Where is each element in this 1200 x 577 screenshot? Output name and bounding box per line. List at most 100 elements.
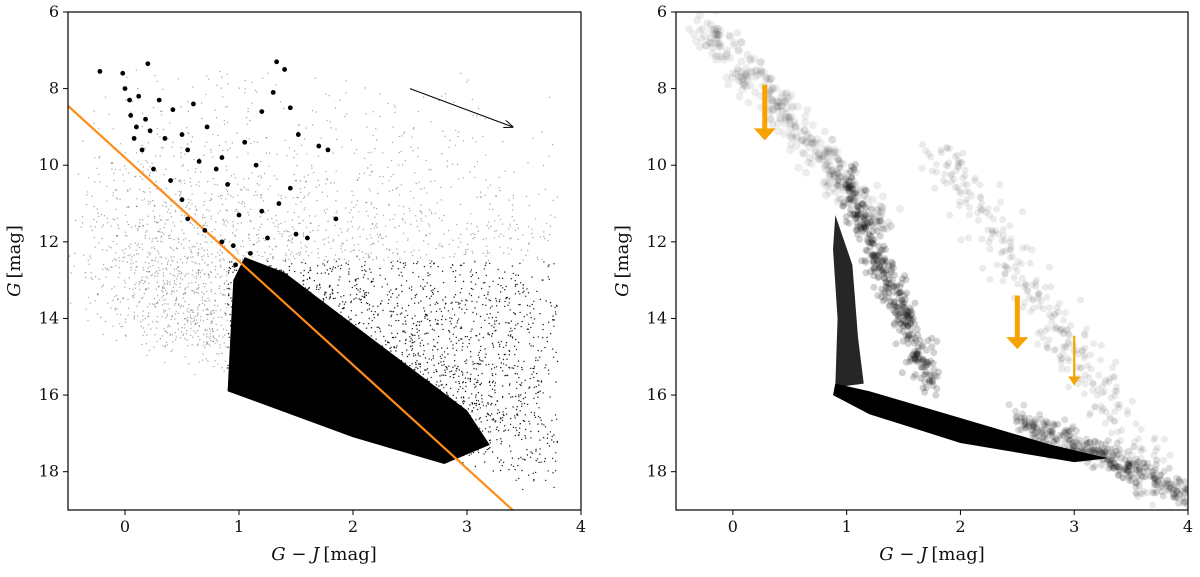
left-star-point [423,404,426,407]
left-star-point [369,174,371,176]
left-star-point [307,255,310,257]
left-star-point [245,116,248,119]
left-star-point [228,267,231,269]
left-star-point [341,420,343,423]
left-star-point [175,296,178,299]
right-density-blob [1101,419,1109,427]
left-star-point [431,349,434,351]
left-star-point [417,352,419,354]
left-star-point [353,422,355,425]
left-star-point [443,387,445,389]
left-star-point [310,405,313,407]
left-star-point [369,190,371,192]
left-star-point [262,77,264,80]
left-star-point [522,287,524,289]
left-star-point [514,327,516,330]
right-density-blob [871,264,879,272]
right-density-blob [712,31,721,40]
right-density-blob [866,243,874,251]
right-density-blob [823,153,832,162]
left-star-point [351,332,353,334]
left-star-point [186,143,189,145]
left-star-point [441,270,444,272]
left-star-point [365,270,367,273]
left-star-point [417,147,419,149]
left-star-point [347,228,350,230]
right-density-blob [1190,488,1197,495]
left-star-point [381,345,384,347]
left-star-point [435,310,438,313]
left-star-point [407,388,410,390]
left-star-point [221,252,223,254]
left-star-point [423,417,425,419]
left-star-point [321,377,323,380]
right-density-blob [1180,497,1188,505]
left-star-point [306,292,308,295]
left-star-point [172,341,174,343]
left-star-point [479,363,482,365]
right-density-blob [1173,488,1181,496]
left-star-point [133,311,135,313]
left-star-point [258,284,260,286]
left-star-point [302,288,305,290]
left-star-point [354,412,356,414]
left-star-point [244,311,246,313]
left-star-point [262,275,265,278]
left-highlight-point [259,208,265,214]
right-density-blob [846,188,854,196]
right-density-blob [840,202,847,209]
right-density-blob [942,179,950,187]
left-star-point [162,288,164,290]
left-star-point [239,308,242,310]
left-star-point [93,218,95,221]
left-star-point [487,448,490,450]
right-density-blob [1062,429,1070,437]
left-star-point [256,307,258,310]
left-star-point [380,404,382,407]
left-star-point [158,285,160,288]
left-star-point [300,253,302,255]
right-density-blob [860,215,868,223]
left-star-point [88,177,90,179]
left-star-point [520,384,522,387]
left-star-point [473,236,476,239]
right-density-blob [974,216,982,224]
right-density-blob [861,257,869,264]
left-star-point [408,429,410,431]
left-star-point [228,336,230,338]
left-star-point [450,267,452,269]
right-density-blob [1098,461,1105,469]
right-density-blob [1083,325,1090,333]
right-density-blob [753,71,762,80]
left-star-point [206,343,209,345]
right-density-blob [785,114,794,123]
right-density-blob [794,102,802,111]
right-density-blob [713,31,722,40]
right-density-blob [928,343,936,351]
left-star-point [388,351,391,354]
left-star-point [305,372,307,374]
left-star-point [134,176,136,178]
left-star-point [273,360,275,362]
left-star-point [384,367,386,370]
right-density-blob [899,337,907,345]
left-star-point [216,84,218,86]
left-star-point [299,335,301,338]
left-star-point [275,330,278,332]
left-star-point [286,230,289,233]
left-highlight-point [253,162,259,168]
left-star-point [331,288,333,291]
right-density-blob [1146,472,1154,480]
left-star-point [138,301,140,304]
left-star-point [410,382,413,384]
left-star-point [532,322,534,324]
right-density-blob [947,171,955,179]
left-star-point [303,258,305,261]
left-star-point [275,245,277,248]
left-star-point [172,286,175,289]
left-star-point [340,296,342,298]
left-star-point [175,278,178,280]
left-star-point [217,134,219,137]
left-star-point [173,291,175,293]
left-star-point [250,208,252,211]
